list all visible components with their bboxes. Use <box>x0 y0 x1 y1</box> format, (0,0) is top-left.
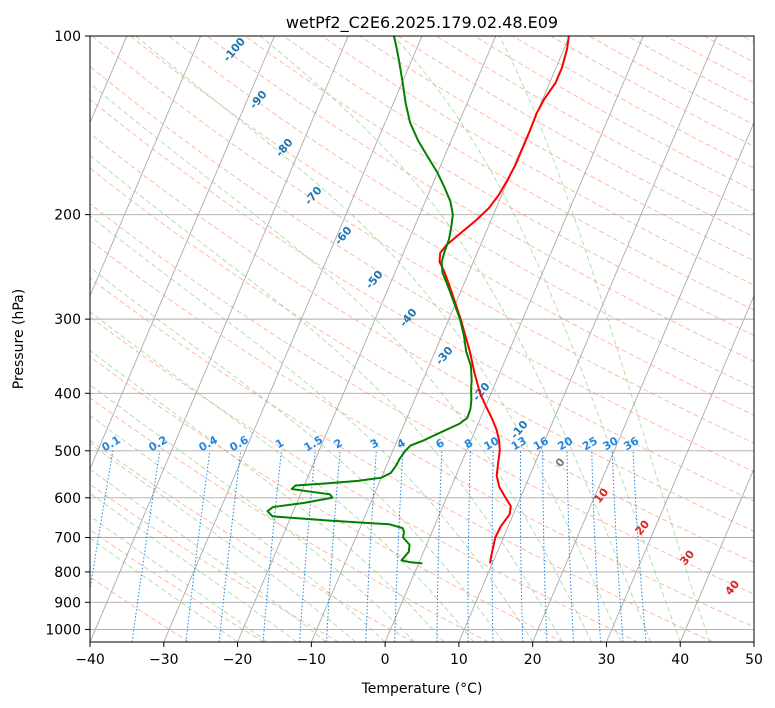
x-tick-label: −20 <box>223 652 253 668</box>
isotherm-gridline <box>606 294 754 642</box>
dry-adiabat-line <box>90 132 754 532</box>
y-axis-label: Pressure (hPa) <box>11 289 27 389</box>
moist-adiabat-line <box>90 82 593 642</box>
mixing-ratio-line <box>365 450 377 642</box>
moist-adiabat-line <box>135 36 622 642</box>
y-axis-ticks: 100 200 300 400 500 600 700 800 900 1000 <box>45 29 90 638</box>
mixing-ratio-line <box>394 450 404 642</box>
isotherm-gridline <box>384 36 644 642</box>
sounding-lines <box>266 36 570 565</box>
mixing-ratio-line <box>491 450 494 642</box>
dry-adiabat-line <box>90 65 754 473</box>
moist-adiabat-line <box>90 414 386 642</box>
dry-adiabat-line <box>90 98 754 502</box>
x-axis-ticks: −40 −30 −20 −10 0 10 20 30 40 50 <box>75 642 763 668</box>
dry-adiabat-line <box>90 239 754 628</box>
x-tick-label: −10 <box>297 652 327 668</box>
moist-adiabat-line <box>90 311 474 642</box>
y-tick-label: 400 <box>54 386 81 402</box>
x-tick-label: 10 <box>450 652 468 668</box>
moist-adiabat-line <box>90 515 268 642</box>
dry-adiabat-line <box>206 36 754 362</box>
dry-adiabat-line <box>90 316 639 642</box>
x-tick-label: −40 <box>75 652 105 668</box>
x-axis-label: Temperature (°C) <box>361 681 483 697</box>
moist-adiabat-line <box>499 36 711 642</box>
moist-adiabat-line <box>90 537 238 642</box>
dry-adiabat-line <box>90 356 564 642</box>
y-tick-label: 100 <box>54 29 81 45</box>
moist-adiabat-line <box>90 154 563 642</box>
y-tick-label: 900 <box>54 595 81 611</box>
x-tick-label: 30 <box>598 652 616 668</box>
y-tick-label: 1000 <box>45 622 81 638</box>
background-lines <box>90 36 754 642</box>
dry-adiabat-line <box>244 36 754 336</box>
x-tick-label: −30 <box>149 652 179 668</box>
mixing-ratio-line <box>325 450 341 642</box>
dry-adiabat-line <box>321 36 754 286</box>
mixing-ratio-line <box>632 450 647 642</box>
mixing-ratio-line <box>262 450 282 642</box>
moist-adiabat-line <box>393 36 681 642</box>
dry-adiabat-line <box>283 36 754 311</box>
mixing-ratio-line <box>467 450 471 642</box>
mixing-ratio-line <box>611 450 624 642</box>
mixing-ratio-line <box>591 450 602 642</box>
moist-adiabat-line <box>90 442 356 642</box>
mixing-ratio-line <box>436 450 443 642</box>
dry-adiabat-line <box>91 36 754 444</box>
dry-adiabat-line <box>90 203 754 595</box>
temperature-line <box>438 36 570 564</box>
isotherm-gridline <box>90 36 349 642</box>
moist-adiabat-line <box>90 468 327 642</box>
isotherm-gridline <box>458 36 718 642</box>
moist-adiabat-line <box>90 266 504 642</box>
y-tick-label: 600 <box>54 491 81 507</box>
mixing-ratio-line <box>566 450 575 642</box>
y-tick-label: 500 <box>54 444 81 460</box>
isotherm-gridline <box>90 36 275 471</box>
dry-adiabat-line <box>90 397 489 642</box>
x-tick-label: 40 <box>671 652 689 668</box>
moist-adiabat-line <box>90 384 415 642</box>
moist-adiabat-line <box>90 349 445 642</box>
mixing-ratio-line <box>519 450 524 642</box>
y-tick-label: 800 <box>54 565 81 581</box>
mixing-ratio-line <box>299 450 316 642</box>
y-tick-label: 700 <box>54 531 81 547</box>
moist-adiabat-line <box>90 215 534 642</box>
isotherm-gridline <box>237 36 497 642</box>
isotherm-gridline <box>679 467 754 642</box>
x-tick-label: 0 <box>381 652 390 668</box>
x-tick-label: 50 <box>745 652 763 668</box>
isotherm-gridline <box>532 121 754 642</box>
isotherm-gridline <box>163 36 423 642</box>
y-tick-label: 200 <box>54 208 81 224</box>
dry-adiabat-line <box>90 529 265 642</box>
dry-adiabat-line <box>90 277 713 642</box>
dewpoint-line <box>266 36 473 565</box>
mixing-ratio-line <box>542 450 548 642</box>
plot-frame <box>89 35 755 643</box>
isotherm-gridline <box>90 36 202 297</box>
x-tick-label: 20 <box>524 652 542 668</box>
y-tick-label: 300 <box>54 312 81 328</box>
chart-title: wetPf2_C2E6.2025.179.02.48.E09 <box>286 13 558 33</box>
